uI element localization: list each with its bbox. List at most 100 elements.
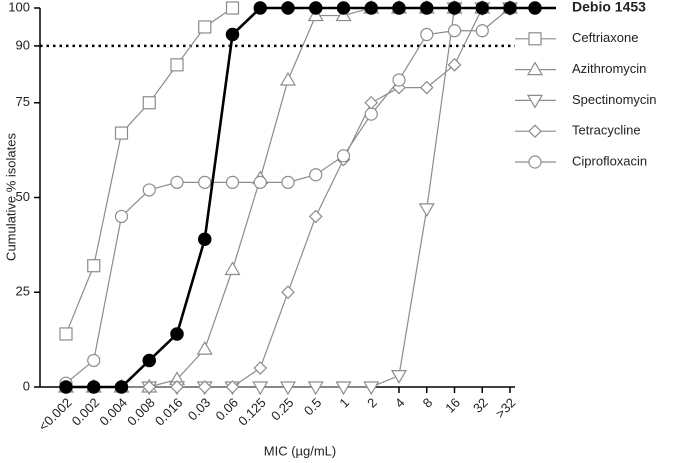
legend-marker bbox=[528, 155, 542, 169]
data-point bbox=[418, 203, 435, 218]
data-point bbox=[279, 381, 297, 396]
data-point bbox=[392, 1, 406, 15]
series-line bbox=[65, 7, 511, 384]
data-point bbox=[364, 107, 378, 121]
data-point bbox=[114, 126, 129, 140]
data-point bbox=[170, 58, 184, 72]
y-tick-label: 90 bbox=[16, 37, 30, 52]
data-point bbox=[225, 27, 240, 42]
legend-label: Debio 1453 bbox=[572, 0, 646, 15]
x-tick-label: 0.016 bbox=[152, 395, 186, 429]
data-point bbox=[59, 327, 73, 341]
legend-label: Tetracycline bbox=[572, 123, 641, 138]
series bbox=[59, 1, 517, 394]
x-tick-label: 0.25 bbox=[268, 395, 297, 424]
data-point bbox=[225, 175, 240, 189]
data-point bbox=[196, 340, 213, 355]
x-tick-label: 16 bbox=[442, 395, 463, 416]
data-point bbox=[170, 327, 184, 341]
y-tick-label: 75 bbox=[16, 94, 30, 109]
data-point bbox=[336, 149, 351, 163]
data-point bbox=[447, 24, 462, 38]
data-point bbox=[308, 209, 323, 224]
data-point bbox=[420, 27, 434, 42]
legend-marker bbox=[528, 124, 542, 139]
data-point bbox=[307, 381, 324, 396]
data-point bbox=[114, 380, 129, 394]
data-point bbox=[281, 285, 295, 300]
data-point bbox=[309, 168, 323, 182]
data-point bbox=[225, 380, 240, 394]
data-point bbox=[87, 353, 101, 368]
data-point bbox=[197, 380, 212, 394]
x-tick-label: 0.5 bbox=[301, 395, 324, 418]
series bbox=[59, 1, 240, 341]
data-point bbox=[447, 58, 462, 72]
x-axis-label: MIC (µg/mL) bbox=[264, 443, 337, 458]
data-point bbox=[419, 80, 434, 95]
data-point bbox=[170, 175, 184, 189]
data-point bbox=[475, 24, 489, 38]
x-tick-label: 0.004 bbox=[96, 395, 130, 429]
legend-label: Ceftriaxone bbox=[572, 30, 638, 45]
data-point bbox=[252, 381, 269, 396]
data-point bbox=[198, 232, 212, 246]
data-point bbox=[309, 1, 323, 15]
y-tick-label: 50 bbox=[16, 189, 30, 204]
x-tick-label: 0.125 bbox=[235, 395, 269, 429]
series-line bbox=[66, 7, 510, 388]
legend-marker bbox=[526, 61, 544, 76]
data-point bbox=[114, 209, 129, 224]
data-point bbox=[253, 1, 267, 15]
data-point bbox=[447, 1, 462, 15]
series bbox=[57, 0, 519, 393]
series-line bbox=[66, 6, 510, 389]
data-point bbox=[142, 183, 156, 197]
x-tick-label: 0.002 bbox=[69, 395, 103, 429]
data-point bbox=[142, 96, 156, 110]
legend-marker bbox=[526, 94, 544, 109]
data-point bbox=[364, 95, 379, 110]
x-tick-label: <0.002 bbox=[36, 395, 75, 434]
y-axis-label: Cumulative % isolates bbox=[3, 133, 18, 261]
series bbox=[141, 2, 519, 396]
y-tick-label: 100 bbox=[8, 0, 30, 14]
x-tick-label: >32 bbox=[492, 395, 518, 421]
legend-marker bbox=[528, 32, 542, 46]
series-line bbox=[65, 7, 233, 335]
data-point bbox=[335, 381, 352, 396]
data-point bbox=[170, 380, 184, 394]
data-point bbox=[142, 380, 157, 394]
data-point bbox=[59, 380, 73, 394]
x-tick-label: 8 bbox=[420, 395, 436, 411]
series bbox=[142, 1, 517, 394]
x-tick-label: 0.03 bbox=[185, 395, 214, 424]
data-point bbox=[87, 380, 101, 394]
data-point bbox=[420, 1, 434, 15]
data-point bbox=[224, 261, 241, 276]
data-point bbox=[279, 71, 297, 86]
x-tick-label: 1 bbox=[336, 395, 352, 411]
legend-label: Azithromycin bbox=[572, 61, 646, 76]
data-point bbox=[364, 1, 378, 15]
data-point bbox=[253, 361, 268, 375]
data-point bbox=[198, 175, 212, 189]
data-point bbox=[87, 259, 101, 273]
x-tick-label: 4 bbox=[392, 395, 408, 411]
y-tick-label: 25 bbox=[16, 284, 30, 299]
data-point bbox=[281, 175, 295, 189]
data-point bbox=[390, 370, 408, 384]
data-point bbox=[225, 1, 240, 15]
data-point bbox=[198, 20, 212, 34]
data-point bbox=[503, 1, 517, 15]
data-point bbox=[281, 1, 295, 15]
x-tick-label: 0.008 bbox=[124, 395, 158, 429]
x-tick-label: 32 bbox=[470, 395, 491, 416]
data-point bbox=[253, 175, 267, 189]
y-tick-label: 0 bbox=[23, 378, 30, 393]
data-point bbox=[475, 1, 489, 15]
data-point bbox=[336, 1, 351, 15]
x-tick-label: 2 bbox=[364, 395, 380, 411]
legend-label: Spectinomycin bbox=[572, 92, 657, 107]
